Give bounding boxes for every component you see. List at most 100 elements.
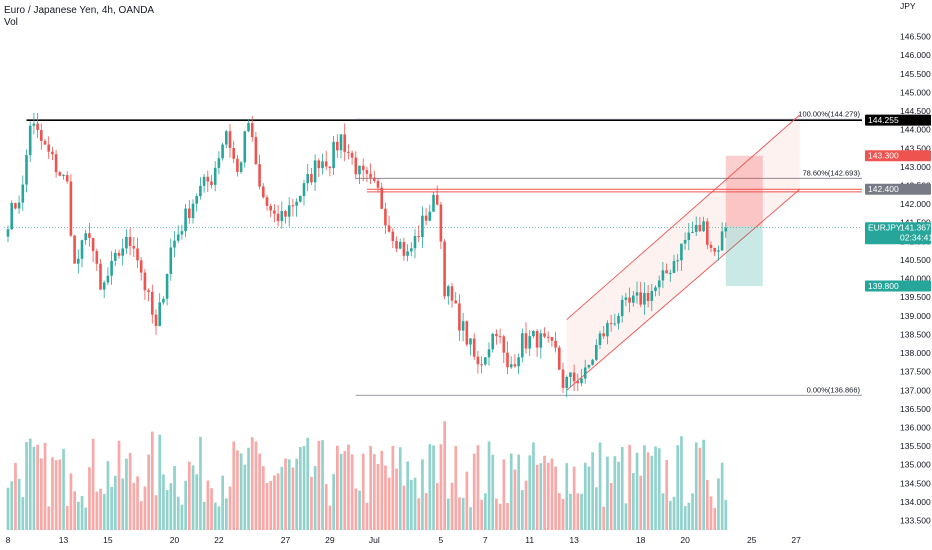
volume-bar	[147, 454, 150, 530]
volume-bar	[332, 473, 335, 530]
volume-bar	[506, 503, 509, 530]
candle-body	[620, 299, 624, 316]
volume-bar	[139, 501, 143, 530]
volume-bar	[136, 476, 139, 530]
volume-bar	[225, 498, 228, 530]
volume-bar	[491, 454, 495, 530]
volume-bar	[406, 461, 409, 530]
candle-body	[117, 252, 121, 256]
volume-bar	[343, 450, 347, 530]
candle-body	[576, 381, 580, 384]
volume-bar	[250, 437, 254, 530]
candle-body	[154, 314, 158, 327]
candle-body	[310, 174, 313, 183]
candle-body	[635, 292, 639, 296]
volume-bar	[654, 446, 657, 530]
candle-body	[676, 260, 679, 262]
candle-body	[469, 338, 472, 345]
candle-body	[276, 213, 280, 222]
volume-bar	[639, 475, 643, 530]
volume-bar	[169, 483, 173, 530]
candle-body	[387, 225, 391, 232]
candle-body	[99, 263, 102, 290]
volume-bar	[84, 507, 88, 530]
volume-bar	[561, 498, 565, 530]
candle-body	[502, 336, 506, 353]
volume-bar	[591, 452, 594, 530]
volume-bar	[687, 502, 691, 530]
volume-bar	[180, 504, 184, 530]
volume-bar	[199, 436, 202, 530]
volume-bar	[302, 446, 306, 530]
volume-bar	[365, 502, 369, 530]
candle-body	[73, 235, 76, 264]
candle-body	[139, 260, 143, 273]
price-tick-label: 144.000	[900, 125, 931, 135]
candle-body	[484, 357, 487, 365]
volume-bar	[539, 463, 543, 530]
volume-bar	[572, 466, 576, 530]
volume-bar	[543, 455, 546, 530]
volume-bar	[62, 448, 65, 530]
candle-body	[498, 336, 502, 338]
candle-body	[10, 202, 13, 230]
volume-bar	[313, 466, 317, 530]
time-tick-label: 25	[747, 535, 757, 545]
candle-body	[65, 175, 69, 182]
volume-bar	[458, 497, 461, 530]
volume-bar	[669, 500, 672, 530]
volume-bar	[720, 462, 724, 530]
volume-bar	[158, 434, 162, 530]
volume-bar	[321, 440, 324, 530]
volume-bar	[162, 474, 165, 530]
candle-body	[199, 185, 202, 197]
price-tick-label: 137.500	[900, 367, 931, 377]
volume-bar	[32, 446, 36, 530]
candle-body	[299, 195, 302, 202]
volume-bar	[424, 493, 428, 530]
candle-body	[32, 123, 36, 126]
volume-bar	[502, 459, 506, 530]
candle-body	[606, 323, 609, 337]
candle-body	[583, 367, 587, 379]
fib-level-label: 0.00%(136.866)	[807, 385, 861, 394]
candle-body	[162, 298, 165, 303]
candle-body	[195, 196, 198, 204]
candle-body	[680, 243, 683, 261]
chart-drawings: 100.00%(144.279) 78.60%(142.693) 0.00%(136…	[4, 109, 862, 396]
volume-bar	[191, 465, 195, 530]
volume-bar	[565, 463, 569, 530]
candle-body	[365, 170, 369, 174]
time-tick-label: 20	[680, 535, 690, 545]
price-badge	[865, 183, 931, 195]
volume-bar	[369, 445, 372, 530]
candle-body	[343, 134, 346, 152]
volume-bar	[402, 485, 406, 530]
volume-bar	[624, 503, 628, 530]
volume-bar	[465, 471, 469, 530]
volume-bar	[454, 446, 458, 530]
candle-body	[543, 333, 546, 337]
candle-body	[657, 280, 661, 288]
candle-body	[43, 140, 47, 145]
volume-bar	[65, 505, 69, 530]
volume-bar	[513, 469, 517, 530]
candle-body	[447, 286, 450, 297]
candle-body	[417, 236, 420, 238]
volume-bar	[295, 458, 298, 530]
volume-bar	[376, 463, 380, 530]
volume-bar	[410, 479, 413, 530]
time-tick-label: 13	[569, 535, 579, 545]
candle-body	[713, 247, 716, 252]
time-tick-label: 18	[636, 535, 646, 545]
candle-body	[650, 291, 654, 301]
volume-bar	[413, 477, 417, 530]
volume-bar	[487, 441, 491, 530]
volume-bar	[484, 493, 487, 530]
candle-body	[80, 240, 84, 259]
candle-body	[128, 236, 132, 247]
time-tick-label: 15	[103, 535, 113, 545]
price-badge	[865, 222, 931, 245]
volume-bar	[306, 437, 310, 530]
